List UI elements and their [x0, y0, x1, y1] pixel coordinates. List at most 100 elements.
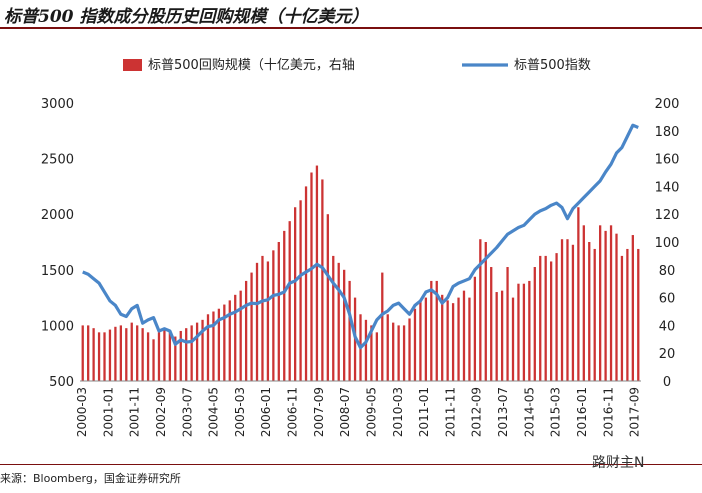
buyback-bar: [337, 262, 340, 381]
buyback-bar: [206, 314, 210, 381]
right-tick-label: 60: [659, 292, 676, 307]
right-tick-label: 200: [655, 97, 680, 112]
left-tick-label: 500: [49, 375, 74, 390]
source-rule: [0, 464, 702, 465]
buyback-bar: [234, 294, 237, 381]
x-tick-label: 2011-01: [417, 387, 431, 437]
legend-line-label: 标普500指数: [514, 58, 591, 73]
buyback-bar: [588, 242, 591, 381]
x-tick-label: 2013-07: [496, 387, 510, 437]
buyback-bar: [364, 319, 368, 381]
source-note: 来源：Bloomberg，国金证券研究所: [0, 472, 181, 485]
left-tick-label: 1500: [41, 264, 74, 279]
buyback-bar: [381, 272, 384, 381]
buyback-bar: [163, 328, 166, 381]
buyback-bar: [174, 336, 177, 381]
buyback-bar: [146, 332, 150, 381]
buyback-bar: [370, 325, 373, 381]
buyback-bar: [255, 262, 259, 381]
buyback-bar: [620, 255, 624, 381]
buyback-bar: [462, 290, 466, 381]
buyback-bar: [141, 328, 144, 381]
buyback-bar: [441, 294, 444, 381]
buyback-bar: [593, 248, 596, 381]
x-tick-label: 2016-11: [601, 387, 615, 437]
buyback-bar: [609, 225, 613, 381]
buyback-bar: [272, 250, 275, 381]
buyback-bar: [408, 318, 411, 381]
right-tick-label: 140: [655, 180, 680, 195]
x-tick-label: 2016-01: [575, 387, 589, 437]
right-tick-label: 120: [655, 208, 680, 223]
buyback-bar: [185, 328, 188, 381]
buyback-bar: [599, 225, 602, 381]
buyback-bar: [130, 322, 133, 381]
buyback-bar: [125, 328, 128, 381]
legend-bar-swatch: [123, 59, 142, 71]
x-tick-label: 2008-07: [338, 387, 352, 437]
watermark: 路财主N: [592, 455, 645, 471]
buyback-chart: 500 1000 1500 2000 2500 3000 0 20 40 60 80 100 120 1…: [41, 57, 680, 437]
x-tick-label: 2001-01: [101, 387, 115, 437]
buyback-bar: [239, 290, 242, 381]
buyback-bar: [451, 303, 455, 381]
x-tick-label: 2010-03: [391, 387, 405, 437]
x-tick-label: 2001-11: [128, 387, 142, 437]
buyback-bar: [631, 235, 634, 381]
x-tick-label: 2015-03: [549, 387, 563, 437]
buyback-bars: [81, 165, 640, 381]
buyback-bar: [261, 255, 264, 381]
buyback-bar: [386, 314, 389, 381]
buyback-bar: [484, 242, 487, 381]
buyback-bar: [343, 269, 346, 381]
buyback-bar: [195, 322, 199, 381]
x-tick-label: 2007-09: [312, 387, 326, 437]
buyback-bar: [517, 283, 520, 381]
buyback-bar: [87, 325, 90, 381]
buyback-bar: [511, 297, 515, 381]
buyback-bar: [223, 304, 226, 381]
buyback-bar: [157, 332, 161, 381]
buyback-bar: [315, 165, 319, 381]
buyback-bar: [582, 225, 585, 381]
buyback-bar: [108, 329, 112, 381]
left-tick-label: 3000: [41, 97, 74, 112]
title-rule: [0, 27, 702, 29]
buyback-bar: [435, 280, 438, 381]
buyback-bar: [457, 297, 460, 381]
buyback-bar: [566, 239, 569, 381]
x-tick-label: 2005-03: [233, 387, 247, 437]
buyback-bar: [294, 207, 297, 381]
buyback-bar: [348, 280, 351, 381]
x-tick-label: 2014-05: [522, 387, 536, 437]
buyback-bar: [228, 300, 231, 381]
buyback-bar: [152, 339, 155, 381]
buyback-bar: [81, 325, 84, 381]
buyback-bar: [490, 267, 493, 381]
x-tick-label: 2002-09: [154, 387, 168, 437]
left-tick-label: 1000: [41, 319, 74, 334]
buyback-bar: [168, 330, 172, 381]
buyback-bar: [544, 255, 547, 381]
x-tick-label: 2009-05: [364, 387, 378, 437]
buyback-bar: [528, 280, 531, 381]
buyback-bar: [473, 276, 477, 381]
buyback-bar: [179, 330, 182, 381]
buyback-bar: [500, 290, 504, 381]
buyback-bar: [533, 267, 536, 381]
buyback-bar: [549, 261, 553, 381]
right-tick-label: 100: [655, 236, 680, 251]
buyback-bar: [288, 221, 291, 381]
x-tick-label: 2006-01: [259, 387, 273, 437]
x-tick-label: 2011-11: [443, 387, 457, 437]
buyback-bar: [419, 300, 422, 381]
buyback-bar: [212, 311, 215, 381]
buyback-bar: [392, 322, 395, 381]
buyback-bar: [468, 297, 471, 381]
buyback-bar: [397, 325, 400, 381]
buyback-bar: [506, 267, 509, 381]
buyback-bar: [266, 261, 270, 381]
buyback-bar: [190, 325, 193, 381]
x-axis-ticks: 2000-03 2001-01 2001-11 2002-09 2003-07 2004-…: [75, 387, 642, 437]
left-axis-ticks: 500 1000 1500 2000 2500 3000: [41, 97, 74, 390]
